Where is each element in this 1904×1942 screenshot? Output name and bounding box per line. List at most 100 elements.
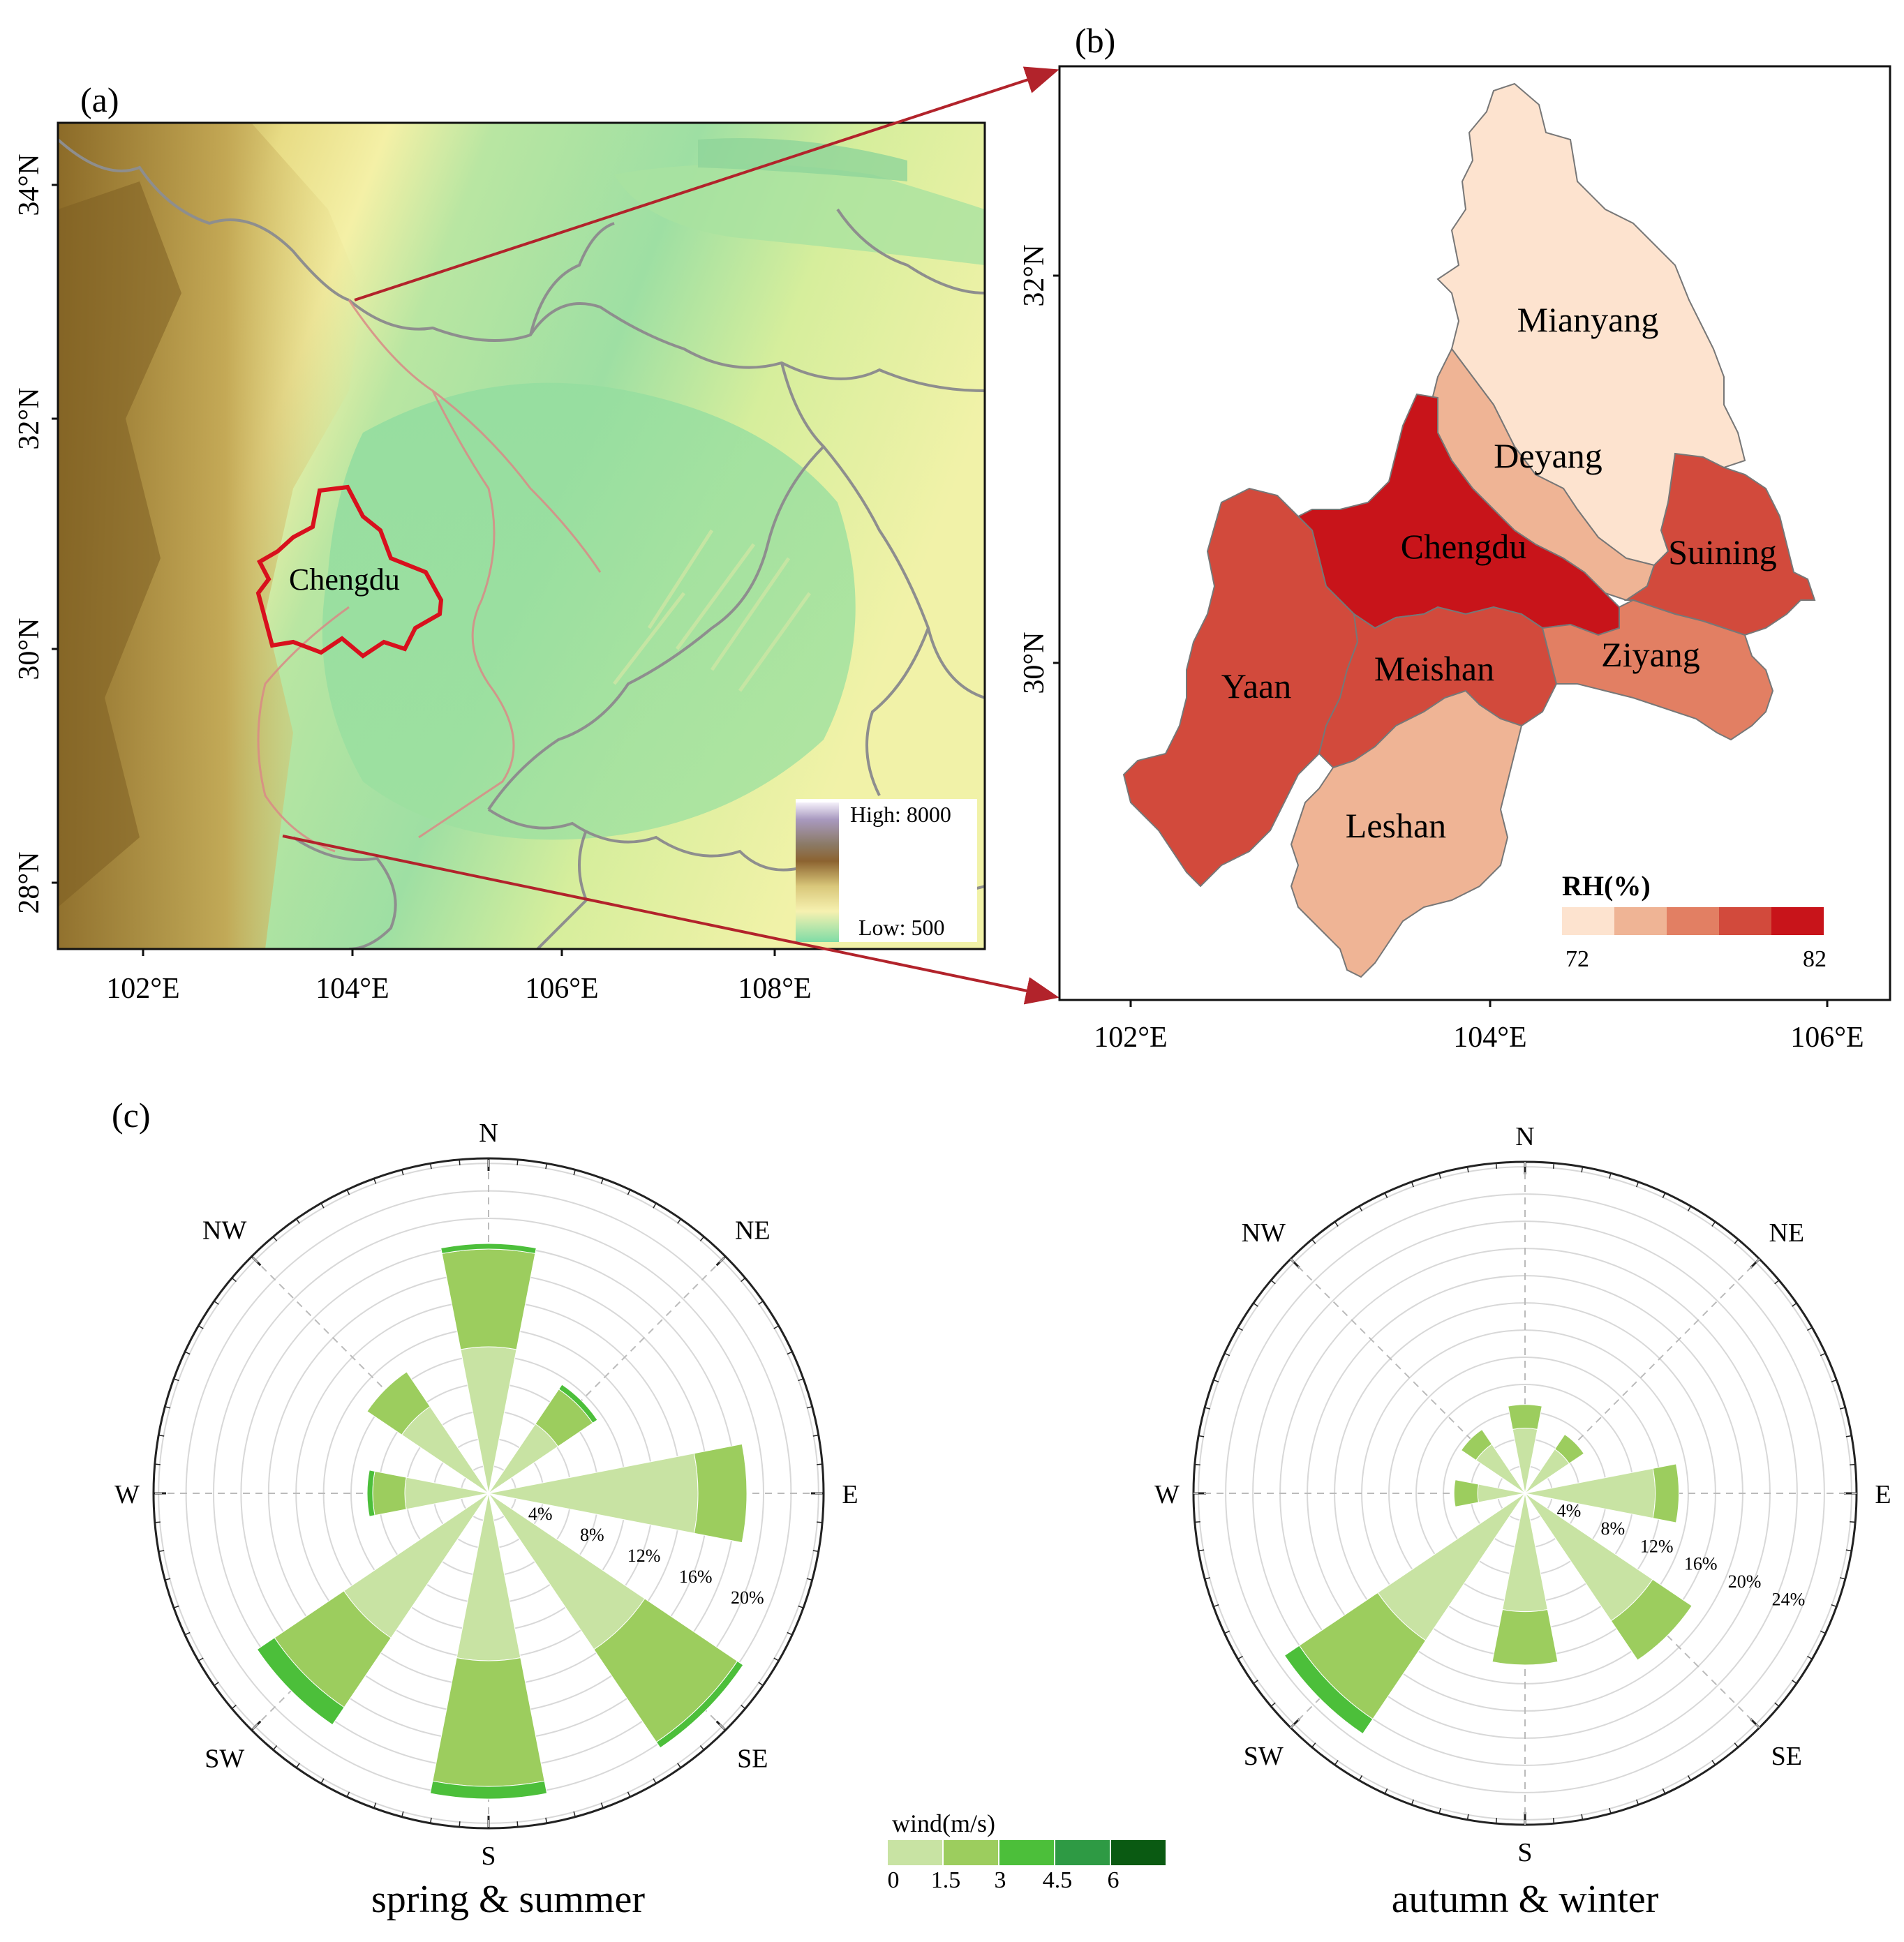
rose-edge-tick xyxy=(1495,1818,1498,1824)
rose-petal-sw xyxy=(256,1637,345,1726)
rose-petal-nw xyxy=(366,1371,431,1435)
rose-edge-tick xyxy=(741,1277,746,1283)
city-region-yaan xyxy=(1122,487,1359,888)
rose-edge-tick xyxy=(1734,1239,1739,1244)
lon-tick: 104°E xyxy=(1453,1022,1526,1054)
rose-petal-s xyxy=(432,1657,545,1787)
city-label: Deyang xyxy=(1494,436,1602,475)
rose-edge-tick xyxy=(1224,1630,1230,1634)
rose-edge-tick xyxy=(296,1218,300,1224)
rose-edge-tick xyxy=(653,1202,657,1209)
panel-b-label: (b) xyxy=(1075,21,1115,60)
rose-edge-tick xyxy=(296,1763,300,1768)
rose-direction-label: S xyxy=(1517,1838,1532,1867)
panel-a-lon-axis: 102°E 104°E 106°E 108°E xyxy=(106,949,812,1005)
rose-edge-tick xyxy=(1845,1549,1852,1552)
rose-edge-tick xyxy=(1831,1379,1837,1382)
lat-tick: 30°N xyxy=(1018,632,1050,694)
rose-edge-tick xyxy=(320,1778,325,1784)
rose-edge-tick xyxy=(1358,1775,1363,1781)
wind-legend-swatch xyxy=(888,1840,942,1865)
rose-edge-tick xyxy=(154,1463,161,1465)
rose-edge-tick xyxy=(1687,1206,1692,1211)
rose-edge-tick xyxy=(1711,1221,1716,1227)
wind-legend-tick: 1.5 xyxy=(931,1867,961,1893)
rose-edge-tick xyxy=(1839,1577,1846,1580)
rose-edge-tick xyxy=(1662,1788,1666,1794)
wind-rose-spring-summer: 4% 8% 12% 16% 20% N NE E SE S SW W NW xyxy=(114,1119,858,1871)
rose-ring-label: 4% xyxy=(1557,1500,1582,1521)
rose-edge-tick xyxy=(1636,1799,1639,1805)
city-region-ziyang xyxy=(1541,599,1774,741)
rose-edge-tick xyxy=(787,1631,793,1636)
rose-edge-tick xyxy=(1807,1327,1813,1331)
rose-edge-tick xyxy=(1831,1604,1837,1608)
rose-direction-label: E xyxy=(1875,1480,1891,1509)
rose-edge-tick xyxy=(1820,1630,1826,1634)
rose-edge-tick xyxy=(459,1159,461,1165)
rose-ring-label: 24% xyxy=(1772,1590,1806,1610)
rose-edge-tick xyxy=(173,1378,179,1382)
rose-edge-tick xyxy=(231,1704,237,1710)
lat-tick: 30°N xyxy=(13,618,45,680)
rose-edge-tick xyxy=(1253,1302,1258,1307)
rh-legend-swatch xyxy=(1667,907,1719,935)
rose-edge-tick xyxy=(741,1704,746,1710)
rose-direction-label: SW xyxy=(204,1744,244,1773)
rose-direction-label: E xyxy=(842,1480,858,1509)
rose-edge-tick xyxy=(165,1406,171,1409)
rose-edge-tick xyxy=(272,1236,278,1241)
rose-edge-tick xyxy=(198,1657,204,1661)
rose-edge-tick xyxy=(798,1605,804,1608)
rh-legend-min: 72 xyxy=(1565,946,1589,972)
rose-edge-tick xyxy=(184,1631,191,1636)
rose-ring-label: 12% xyxy=(1640,1536,1674,1556)
rose-edge-tick xyxy=(346,1791,350,1798)
rose-ring-label: 20% xyxy=(1728,1571,1762,1592)
city-polygons xyxy=(1122,82,1816,978)
rh-legend-title: RH(%) xyxy=(1562,870,1651,902)
zoom-arrows xyxy=(282,66,1059,1005)
rose-edge-tick xyxy=(1774,1702,1780,1707)
panel-a: (a) xyxy=(13,80,986,1005)
rose-edge-tick xyxy=(346,1189,350,1195)
lat-tick: 32°N xyxy=(1018,244,1050,306)
rose-edge-tick xyxy=(1311,1239,1316,1244)
rose-edge-tick xyxy=(1662,1193,1666,1199)
city-label: Leshan xyxy=(1346,806,1446,845)
rose-edge-tick xyxy=(806,1578,812,1581)
rose-edge-tick xyxy=(1636,1181,1639,1188)
rose-ring-label: 16% xyxy=(1684,1554,1718,1574)
rose-edge-tick xyxy=(1792,1302,1797,1307)
rose-edge-tick xyxy=(798,1378,804,1382)
rh-legend-swatch xyxy=(1614,907,1667,935)
rose-edge-tick xyxy=(1213,1379,1219,1382)
lon-tick: 102°E xyxy=(106,973,179,1005)
rose-edge-tick xyxy=(373,1178,377,1184)
rose-edge-tick xyxy=(1384,1193,1388,1199)
rose-edge-tick xyxy=(401,1811,404,1817)
wind-speed-legend: wind(m/s) 0 1.5 3 4.5 6 xyxy=(888,1809,1166,1893)
elevation-legend: High: 8000 Low: 500 xyxy=(796,799,977,942)
lon-tick: 106°E xyxy=(525,973,598,1005)
rose-edge-tick xyxy=(627,1791,631,1798)
zoom-arrow-bottom xyxy=(282,835,1059,1005)
rose-edge-tick xyxy=(773,1325,780,1329)
rose-petal-e xyxy=(693,1443,748,1544)
rose-edge-tick xyxy=(198,1325,204,1329)
rose-edge-tick xyxy=(1224,1352,1230,1357)
rose-direction-label: SE xyxy=(737,1744,768,1773)
rose-edge-tick xyxy=(1253,1680,1258,1685)
rose-direction-label: N xyxy=(479,1119,498,1148)
rh-legend: RH(%) 72 82 xyxy=(1562,870,1827,972)
panel-c-label: (c) xyxy=(112,1096,151,1135)
rose-edge-tick xyxy=(1204,1407,1211,1410)
lon-tick: 102°E xyxy=(1094,1022,1167,1054)
rose-petal-n xyxy=(440,1243,537,1255)
rose-edge-tick xyxy=(184,1351,191,1355)
rose-edge-tick xyxy=(516,1159,519,1165)
rose-edge-tick xyxy=(1198,1435,1205,1437)
rose-petal-n xyxy=(1508,1404,1542,1430)
